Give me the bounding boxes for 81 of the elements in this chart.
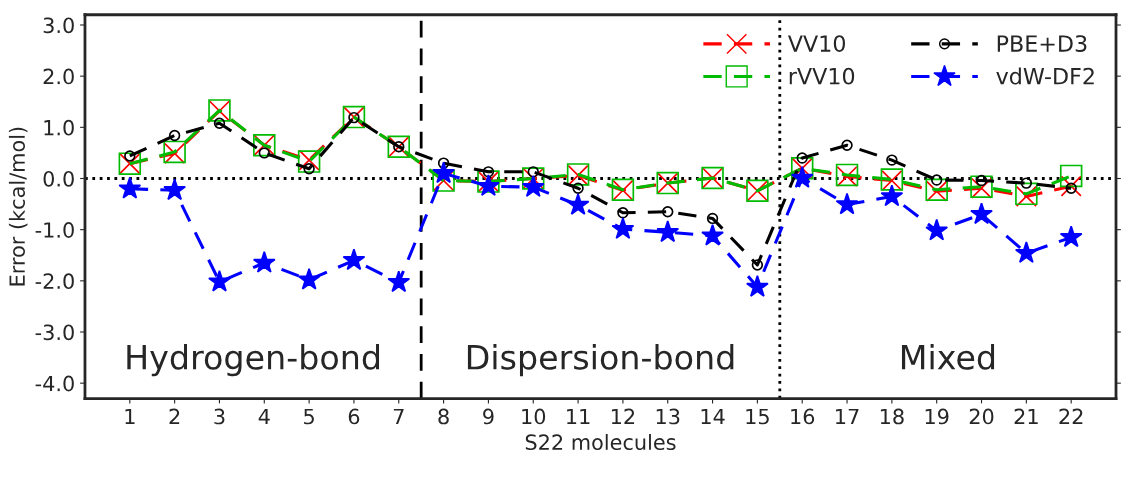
y-tick-label: -2.0 [35,273,74,290]
x-tick-label: 11 [567,408,590,425]
x-tick-label: 13 [656,408,680,425]
point [297,267,321,290]
point [1059,225,1083,248]
x-tick-label: 20 [969,408,994,425]
y-tick-label: -1.0 [35,222,74,238]
point [118,176,142,199]
x-tick-label: 16 [791,408,815,425]
point [572,182,584,194]
x-tick-label: 14 [701,408,725,425]
point [790,166,814,188]
x-tick-label: 22 [1059,408,1083,425]
annotation: Hydrogen-bond [127,344,380,377]
x-tick-label: 1 [125,408,135,425]
point [1014,241,1038,264]
legend-label: PBE+D3 [997,35,1087,52]
annotation: Mixed [901,344,995,370]
x-tick-label: 5 [304,408,314,425]
x-tick-label: 21 [1014,408,1038,425]
point [213,117,226,129]
y-tick-label: -3.0 [35,324,74,341]
point [252,250,276,273]
x-tick-label: 9 [483,408,494,425]
point [163,178,187,201]
point [835,192,859,215]
x-tick-label: 10 [522,408,546,425]
x-tick-label: 17 [836,408,859,425]
x-tick-label: 19 [925,408,949,425]
point [796,152,808,164]
legend-label: vdW-DF2 [996,67,1094,85]
annotation: Dispersion-bond [467,344,734,377]
x-tick-label: 18 [880,408,904,425]
point [342,248,366,271]
x-axis-title: S22 molecules [525,433,676,451]
point [662,206,674,218]
y-tick-label: 0.0 [43,170,74,187]
x-tick-label: 6 [348,408,360,425]
x-tick-label: 4 [258,408,270,425]
point [970,202,993,225]
point [751,259,764,271]
y-tick-label: 3.0 [43,17,74,34]
point [208,269,231,292]
y-tick-label: 1.0 [44,119,74,136]
x-tick-label: 15 [746,408,769,425]
point [432,161,455,184]
point [925,218,949,241]
point [566,193,590,215]
y-axis-title: Error (kcal/mol) [8,127,28,286]
x-tick-label: 2 [169,408,180,425]
point [617,207,629,219]
point [1059,164,1083,188]
point [745,275,769,297]
legend-label: rVV10 [789,67,855,85]
point [930,174,943,186]
x-tick-label: 12 [611,408,635,425]
point [258,147,270,159]
point [1060,175,1082,197]
point [527,166,539,178]
x-tick-label: 3 [214,408,225,425]
y-tick-label: 2.0 [43,68,74,85]
point [521,175,545,198]
point [611,217,635,239]
point [303,163,315,175]
legend-label: VV10 [787,35,845,52]
point [482,166,495,178]
point [1065,182,1077,194]
point [387,270,411,293]
x-tick-label: 8 [438,408,449,425]
point [880,184,904,207]
y-tick-label: -4.0 [35,375,74,392]
x-tick-label: 7 [393,408,404,425]
point [841,139,853,151]
point [706,212,719,225]
point [886,154,898,166]
point [124,150,136,162]
point [1020,177,1033,189]
point [701,223,724,246]
point [168,129,181,142]
point [656,220,680,243]
point [437,157,450,169]
